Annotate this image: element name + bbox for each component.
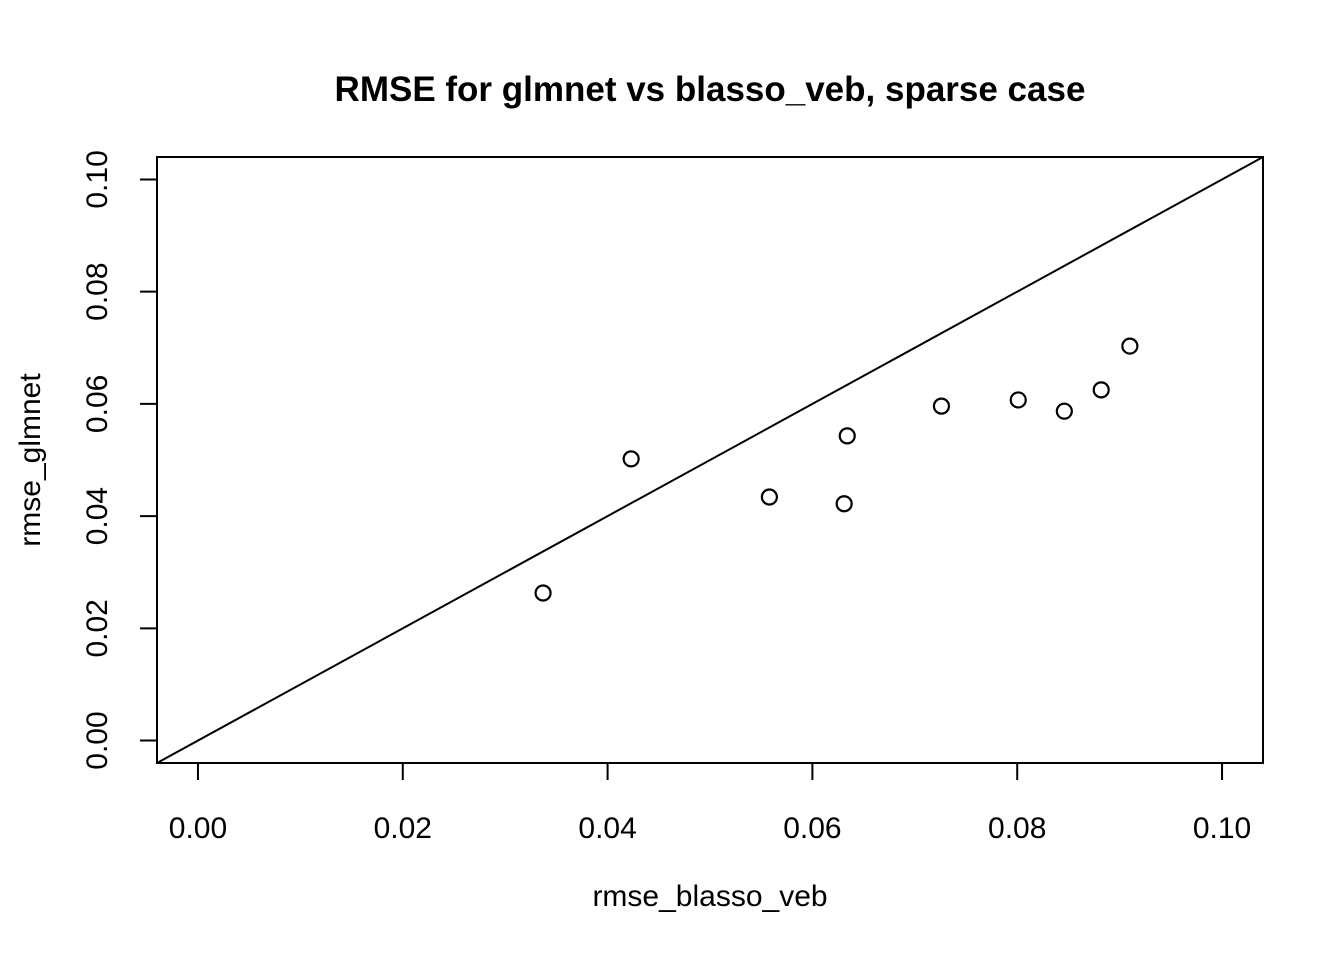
plot-box [156,156,1264,764]
x-tick-label: 0.08 [988,812,1046,845]
y-tick-label: 0.10 [81,150,114,208]
data-point [760,488,778,506]
data-point [1055,402,1073,420]
y-tick-label: 0.00 [81,711,114,769]
x-tick-label: 0.04 [578,812,636,845]
data-points [534,337,1139,602]
y-axis-label: rmse_glmnet [14,373,47,547]
y-tick-label: 0.08 [81,262,114,320]
data-point [1121,337,1139,355]
data-point [1092,381,1110,399]
x-tick-label: 0.02 [374,812,432,845]
x-tick-label: 0.06 [783,812,841,845]
chart-title: RMSE for glmnet vs blasso_veb, sparse ca… [335,70,1086,109]
identity-line [156,156,1264,764]
axis-ticks: 0.00 0.02 0.04 0.06 0.08 0.10 0.00 0.02 0.04 0.06… [81,150,1251,845]
data-point [1009,391,1027,409]
y-tick-label: 0.02 [81,599,114,657]
y-tick-label: 0.04 [81,487,114,545]
y-tick-label: 0.06 [81,375,114,433]
x-tick-label: 0.10 [1193,812,1251,845]
data-point [622,450,640,468]
x-tick-label: 0.00 [169,812,227,845]
x-axis-label: rmse_blasso_veb [592,880,827,913]
data-point [932,397,951,415]
data-point [534,584,552,602]
data-point [838,427,856,445]
data-point [835,495,853,513]
